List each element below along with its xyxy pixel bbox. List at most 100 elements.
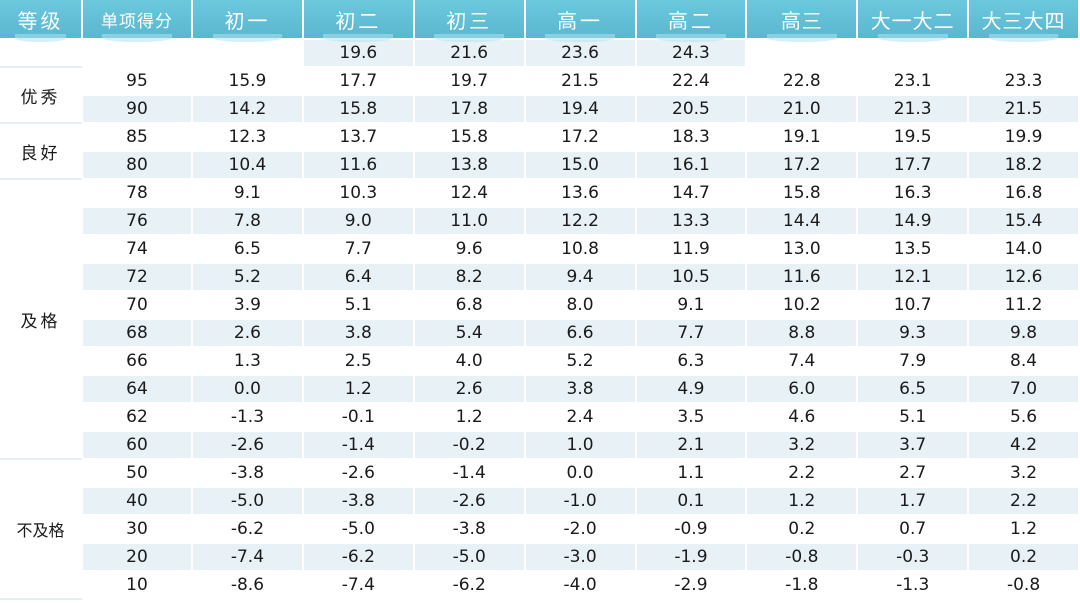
table-row: 80 10.4 11.6 13.8 15.0 16.1 17.2 17.7 18.2	[0, 152, 1080, 180]
value-cell: 13.6	[525, 180, 637, 208]
score-cell: 95	[83, 68, 193, 96]
value-cell: -7.4	[303, 572, 415, 600]
value-cell: -8.6	[193, 572, 304, 600]
value-cell: 20.5	[636, 96, 748, 124]
value-cell: -0.8	[969, 572, 1080, 600]
value-cell: 23.3	[969, 68, 1080, 96]
header-junior-3: 初三	[414, 0, 526, 42]
score-cell: 80	[83, 152, 193, 180]
value-cell: 14.0	[969, 236, 1080, 264]
value-cell: 6.5	[193, 236, 304, 264]
value-cell: 6.3	[636, 348, 748, 376]
value-cell: 0.7	[858, 516, 970, 544]
value-cell: 5.2	[193, 264, 304, 292]
value-cell: 9.1	[636, 292, 748, 320]
value-cell: 7.0	[969, 376, 1080, 404]
value-cell: 3.2	[747, 432, 859, 460]
value-cell: 21.6	[414, 40, 526, 68]
table-row: 72 5.2 6.4 8.2 9.4 10.5 11.6 12.1 12.6	[0, 264, 1080, 292]
value-cell: 6.8	[414, 292, 526, 320]
value-cell: 1.3	[193, 348, 304, 376]
value-cell: -1.4	[303, 432, 415, 460]
value-cell: 3.2	[969, 460, 1080, 488]
header-junior-2: 初二	[303, 0, 415, 42]
header-university-1-2: 大一大二	[858, 0, 970, 42]
value-cell: 19.4	[525, 96, 637, 124]
value-cell: 9.3	[858, 320, 970, 348]
score-cell: 30	[83, 516, 193, 544]
value-cell: 2.6	[414, 376, 526, 404]
value-cell: -3.8	[193, 460, 304, 488]
value-cell: 13.5	[858, 236, 970, 264]
value-cell: -7.4	[193, 544, 304, 572]
table-row: 优秀 95 15.9 17.7 19.7 21.5 22.4 22.8 23.1 23.3	[0, 68, 1080, 124]
value-cell: 7.9	[858, 348, 970, 376]
value-cell: 1.2	[303, 376, 415, 404]
value-cell: 14.7	[636, 180, 748, 208]
score-cell: 85	[83, 124, 193, 152]
score-cell: 50	[83, 460, 193, 488]
value-cell: 0.0	[525, 460, 637, 488]
value-cell: 8.0	[525, 292, 637, 320]
header-row: 等级 单项得分 初一 初二 初三 高一 高二 高三 大一大二 大三大四	[0, 0, 1080, 42]
value-cell: 1.2	[969, 516, 1080, 544]
value-cell: 4.0	[414, 348, 526, 376]
table-body: 19.6 21.6 23.6 24.3 优秀 95 15.9 17.7 19.7 21.5 22.4…	[0, 40, 1080, 600]
value-cell: 3.5	[636, 404, 748, 432]
value-cell: 12.6	[969, 264, 1080, 292]
header-senior-3: 高三	[747, 0, 859, 42]
value-cell	[858, 40, 970, 68]
header-senior-2: 高二	[636, 0, 748, 42]
value-cell: 18.2	[969, 152, 1080, 180]
value-cell: 10.5	[636, 264, 748, 292]
value-cell: 6.6	[525, 320, 637, 348]
value-cell: 15.9	[193, 68, 304, 96]
header-university-3-4: 大三大四	[969, 0, 1080, 42]
value-cell: 16.1	[636, 152, 748, 180]
value-cell: -0.9	[636, 516, 748, 544]
table-row: 62 -1.3 -0.1 1.2 2.4 3.5 4.6 5.1 5.6	[0, 404, 1080, 432]
grade-good-label: 良好	[0, 124, 83, 180]
value-cell: 2.4	[525, 404, 637, 432]
value-cell: 10.7	[858, 292, 970, 320]
value-cell: -3.0	[525, 544, 637, 572]
grade-cell-blank	[0, 40, 83, 68]
value-cell: 16.8	[969, 180, 1080, 208]
value-cell: 9.8	[969, 320, 1080, 348]
value-cell: 0.1	[636, 488, 748, 516]
score-cell: 78	[83, 180, 193, 208]
value-cell: 2.1	[636, 432, 748, 460]
value-cell: -5.0	[193, 488, 304, 516]
score-cell: 90	[83, 96, 193, 124]
value-cell: 7.7	[303, 236, 415, 264]
value-cell: -5.0	[303, 516, 415, 544]
value-cell: 3.8	[303, 320, 415, 348]
value-cell	[747, 40, 859, 68]
value-cell: 3.7	[858, 432, 970, 460]
value-cell: 21.5	[525, 68, 637, 96]
score-cell: 68	[83, 320, 193, 348]
value-cell: 13.7	[303, 124, 415, 152]
table-row: 60 -2.6 -1.4 -0.2 1.0 2.1 3.2 3.7 4.2	[0, 432, 1080, 460]
value-cell: -6.2	[303, 544, 415, 572]
value-cell: -1.4	[414, 460, 526, 488]
table-row: 66 1.3 2.5 4.0 5.2 6.3 7.4 7.9 8.4	[0, 348, 1080, 376]
value-cell: 3.9	[193, 292, 304, 320]
value-cell: 11.0	[414, 208, 526, 236]
value-cell: 10.2	[747, 292, 859, 320]
value-cell: -6.2	[414, 572, 526, 600]
score-cell-blank	[83, 40, 193, 68]
value-cell: 5.6	[969, 404, 1080, 432]
value-cell: 9.4	[525, 264, 637, 292]
value-cell: 7.7	[636, 320, 748, 348]
table-row: 64 0.0 1.2 2.6 3.8 4.9 6.0 6.5 7.0	[0, 376, 1080, 404]
grade-fail-label: 不及格	[0, 460, 83, 600]
score-cell: 74	[83, 236, 193, 264]
value-cell: -4.0	[525, 572, 637, 600]
value-cell: 14.2	[193, 96, 304, 124]
score-cell: 72	[83, 264, 193, 292]
value-cell: 5.4	[414, 320, 526, 348]
value-cell: -0.8	[747, 544, 859, 572]
value-cell: -1.0	[525, 488, 637, 516]
score-cell: 60	[83, 432, 193, 460]
